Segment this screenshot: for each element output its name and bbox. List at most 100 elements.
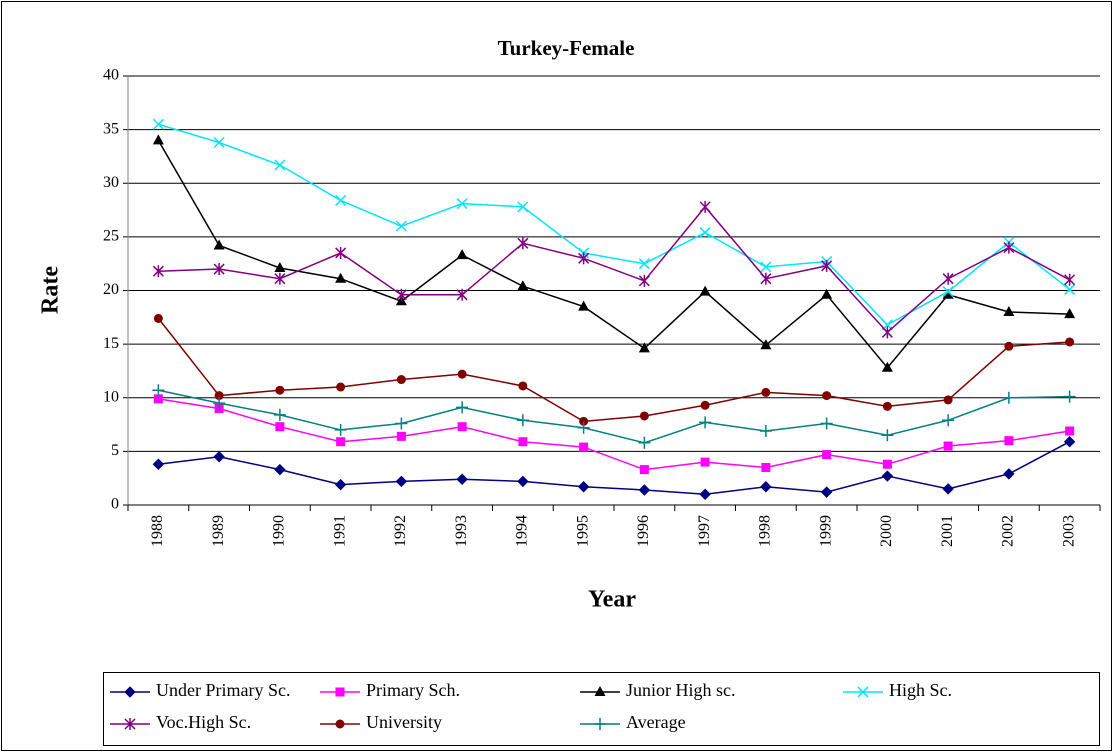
x-tick-label: 1993 — [453, 515, 470, 547]
data-point — [699, 416, 712, 429]
data-point — [882, 459, 892, 469]
data-point — [273, 408, 286, 421]
x-tick-label: 1994 — [514, 515, 531, 547]
y-tick-label: 15 — [103, 335, 119, 352]
legend-marker — [594, 686, 606, 696]
data-point — [1064, 308, 1076, 319]
data-point — [638, 436, 651, 449]
data-point — [213, 263, 225, 276]
y-tick-label: 40 — [103, 67, 119, 84]
x-axis-label: Year — [588, 587, 636, 613]
legend-label: University — [366, 712, 442, 732]
data-point — [395, 417, 408, 430]
data-point — [821, 259, 833, 272]
series-line — [158, 389, 1070, 444]
data-point — [396, 375, 406, 385]
data-point — [153, 313, 163, 323]
data-point — [700, 457, 710, 467]
legend — [103, 672, 1100, 746]
data-point — [1002, 391, 1015, 404]
y-tick-label: 5 — [111, 442, 119, 459]
x-tick-label: 1991 — [331, 515, 348, 547]
data-point — [457, 422, 467, 432]
legend-marker — [857, 686, 869, 698]
data-point — [760, 481, 772, 493]
data-point — [1003, 305, 1015, 316]
data-point — [760, 261, 772, 273]
x-tick-label: 2003 — [1060, 515, 1077, 547]
x-tick-label: 1992 — [392, 515, 409, 547]
y-tick-label: 30 — [103, 174, 119, 191]
data-point — [334, 478, 347, 491]
data-point — [456, 288, 468, 301]
chart-title: Turkey-Female — [498, 36, 635, 60]
y-tick-label: 20 — [103, 281, 119, 298]
data-point — [638, 484, 651, 496]
data-point — [152, 134, 164, 145]
series-line — [158, 398, 1070, 471]
data-point — [942, 414, 955, 427]
data-point — [761, 387, 771, 397]
x-tick-label: 1997 — [696, 515, 713, 547]
data-point — [213, 397, 226, 410]
data-point — [942, 286, 954, 298]
data-point — [335, 194, 347, 206]
data-point — [1004, 436, 1014, 446]
x-tick-label: 2002 — [1000, 515, 1017, 547]
series-line — [158, 205, 1070, 334]
legend-marker — [124, 686, 136, 698]
x-tick-label: 1988 — [149, 515, 166, 547]
data-point — [517, 475, 529, 488]
data-point — [699, 488, 711, 500]
legend-label: Average — [626, 712, 686, 732]
data-point — [274, 272, 286, 285]
data-point — [1063, 390, 1076, 403]
data-point — [335, 246, 347, 259]
data-point — [942, 288, 954, 299]
x-tick-label: 1995 — [574, 515, 591, 547]
data-point — [759, 424, 772, 437]
data-point — [518, 437, 528, 447]
data-point — [517, 201, 529, 213]
legend-label: Voc.High Sc. — [156, 712, 251, 732]
data-point — [275, 422, 285, 432]
data-point — [395, 288, 407, 301]
data-point — [395, 220, 407, 232]
data-point — [882, 401, 892, 411]
data-point — [516, 414, 529, 427]
data-point — [213, 239, 225, 250]
data-point — [274, 159, 286, 171]
data-point — [761, 462, 771, 472]
data-point — [335, 272, 347, 283]
data-point — [699, 227, 711, 239]
data-point — [153, 394, 163, 404]
data-point — [822, 391, 832, 401]
data-point — [579, 416, 589, 426]
data-point — [274, 463, 286, 476]
x-tick-label: 1999 — [817, 515, 834, 547]
data-point — [456, 473, 468, 485]
data-point — [881, 326, 893, 339]
series-line — [158, 441, 1070, 496]
data-point — [214, 391, 224, 401]
data-point — [699, 285, 711, 296]
data-point — [942, 483, 954, 495]
data-point — [152, 265, 164, 278]
data-point — [213, 451, 225, 463]
legend-label: High Sc. — [889, 680, 952, 700]
data-point — [1003, 468, 1015, 480]
x-tick-label: 1990 — [271, 515, 288, 547]
legend-marker — [124, 718, 136, 730]
data-point — [1064, 283, 1076, 295]
data-point — [699, 200, 711, 213]
data-point — [577, 421, 590, 434]
data-point — [517, 280, 529, 291]
data-point — [518, 381, 528, 391]
data-point — [577, 481, 590, 493]
y-tick-label: 25 — [103, 228, 119, 245]
data-point — [639, 411, 649, 421]
data-point — [881, 429, 894, 442]
data-point — [152, 118, 164, 130]
data-point — [821, 288, 833, 299]
